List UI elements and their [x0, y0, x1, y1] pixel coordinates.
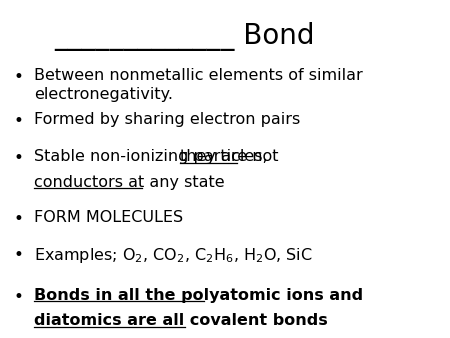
Text: diatomics are all covalent bonds: diatomics are all covalent bonds	[34, 313, 328, 328]
Text: •: •	[14, 149, 23, 167]
Text: Formed by sharing electron pairs: Formed by sharing electron pairs	[34, 112, 300, 127]
Text: •: •	[14, 246, 23, 264]
Text: •: •	[14, 68, 23, 86]
Text: Between nonmetallic elements of similar
electronegativity.: Between nonmetallic elements of similar …	[34, 68, 363, 102]
Text: •: •	[14, 288, 23, 306]
Text: Bonds in all the polyatomic ions and: Bonds in all the polyatomic ions and	[34, 288, 363, 303]
Text: FORM MOLECULES: FORM MOLECULES	[34, 210, 183, 225]
Text: •: •	[14, 112, 23, 130]
Text: conductors at any state: conductors at any state	[34, 175, 225, 190]
Text: _____________ Bond: _____________ Bond	[54, 22, 315, 51]
Text: Examples; O$_2$, CO$_2$, C$_2$H$_6$, H$_2$O, SiC: Examples; O$_2$, CO$_2$, C$_2$H$_6$, H$_…	[34, 246, 312, 265]
Text: they are not: they are not	[180, 149, 279, 164]
Text: Stable non-ionizing particles,: Stable non-ionizing particles,	[34, 149, 273, 164]
Text: •: •	[14, 210, 23, 228]
